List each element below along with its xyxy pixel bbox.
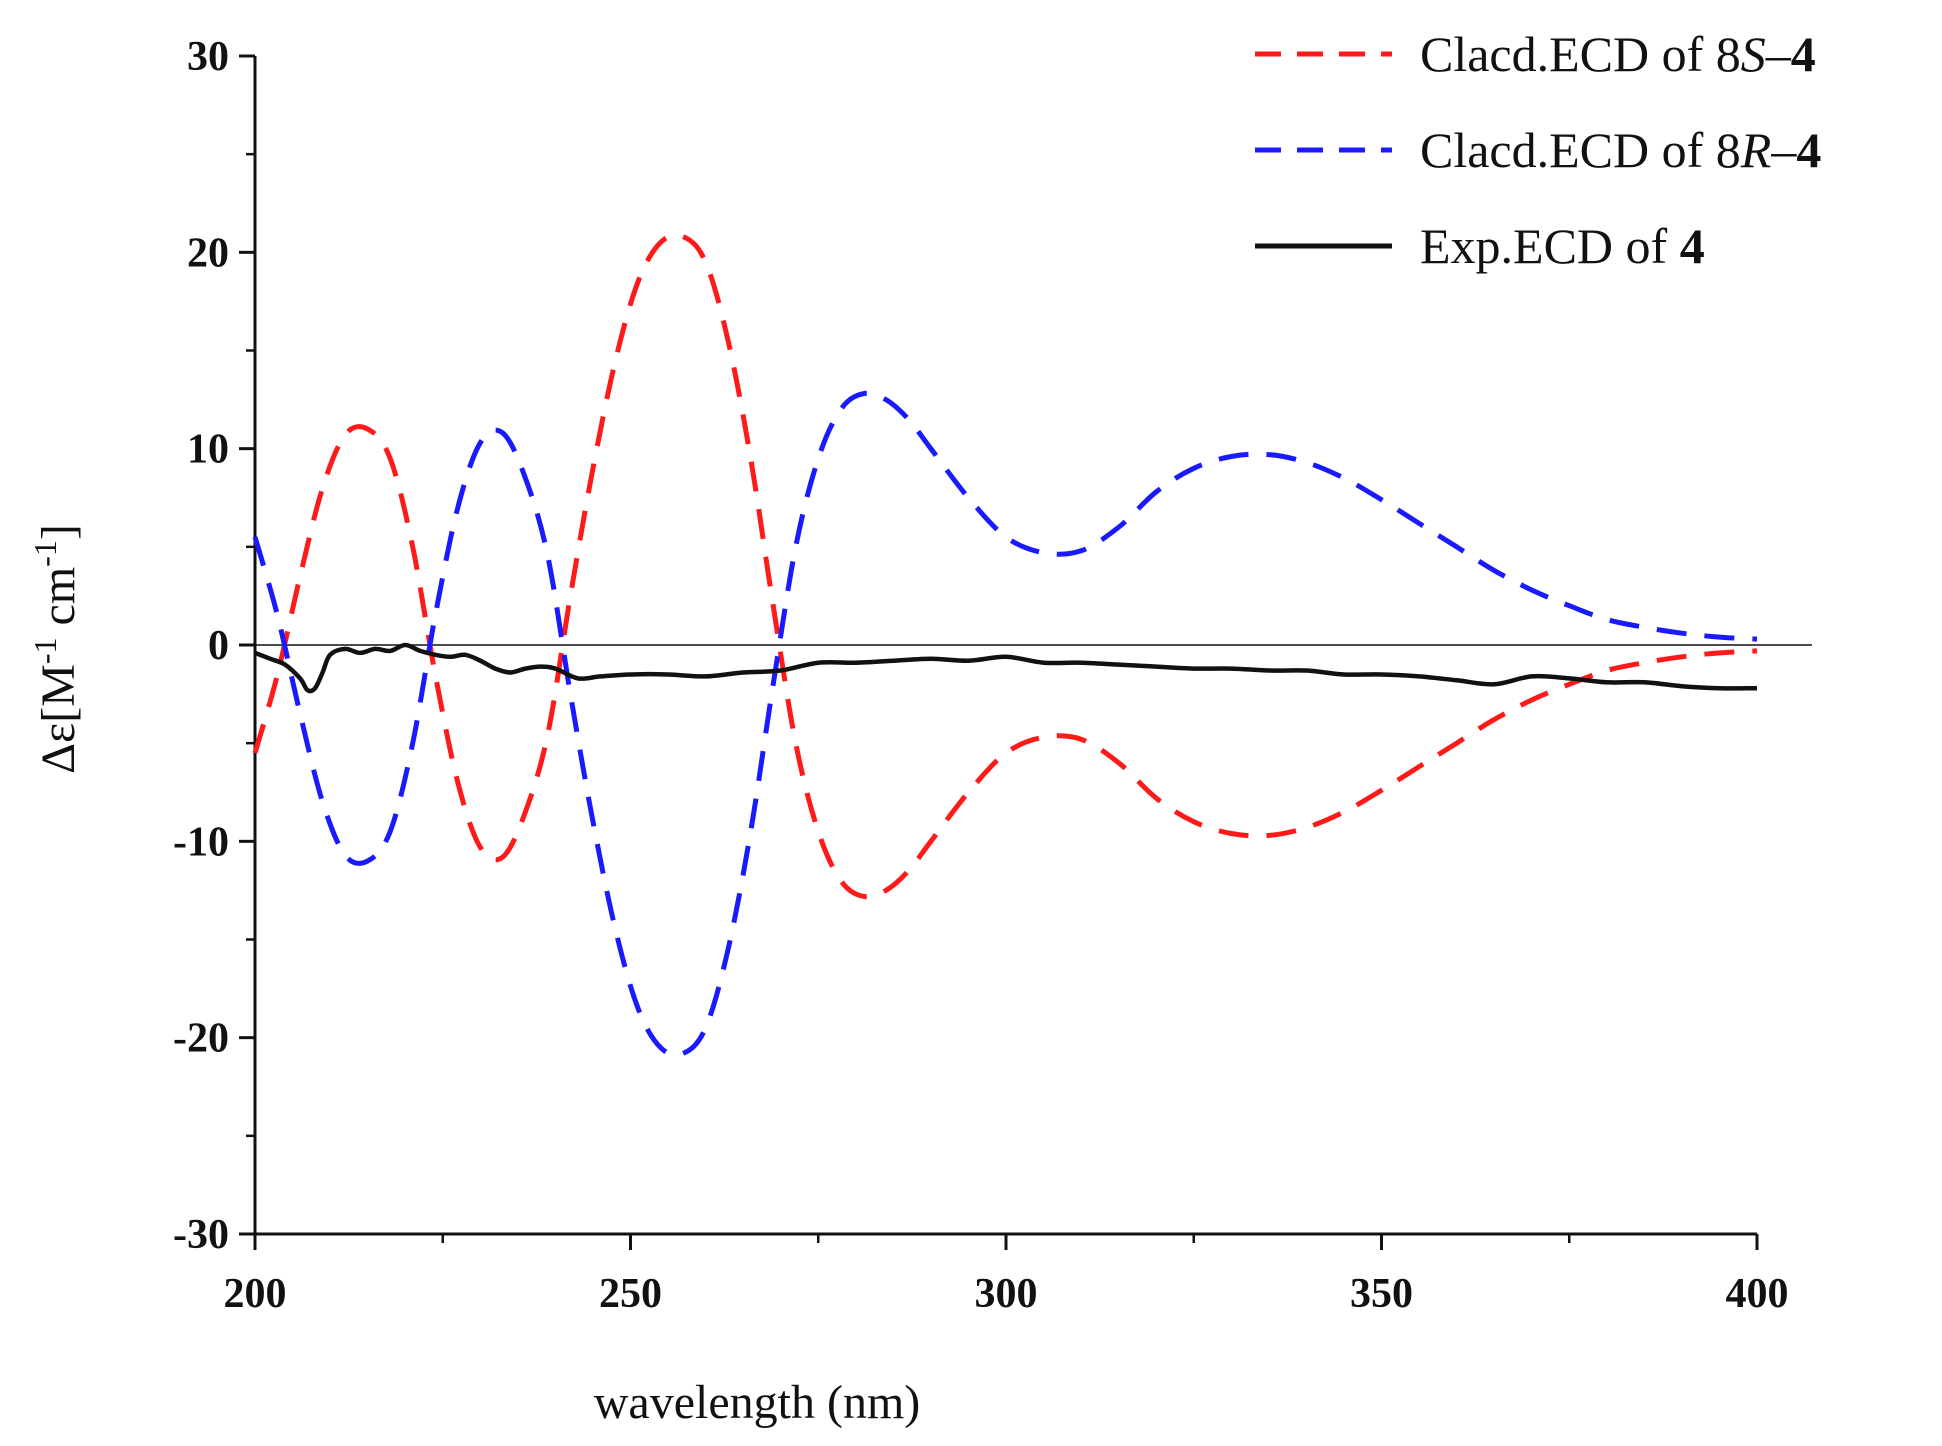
x-tick-label: 200: [224, 1271, 287, 1317]
y-tick-label: -20: [173, 1016, 229, 1062]
y-tick-label: -10: [173, 819, 229, 865]
legend-label-8r: Clacd.ECD of 8R–4: [1420, 122, 1821, 178]
legend-label-8s: Clacd.ECD of 8S–4: [1420, 26, 1816, 82]
x-tick-label: 350: [1350, 1271, 1413, 1317]
y-tick-label: 20: [187, 230, 229, 276]
x-axis-title: wavelength (nm): [594, 1376, 921, 1429]
legend: Clacd.ECD of 8S–4 Clacd.ECD of 8R–4 Exp.…: [1255, 26, 1821, 274]
series-line-exp: [254, 642, 1758, 694]
series-layer: [252, 232, 1758, 1058]
series-line-8r: [252, 390, 1758, 1058]
x-tick-label: 250: [599, 1271, 662, 1317]
y-tick-label: 0: [208, 623, 229, 669]
legend-label-exp: Exp.ECD of 4: [1420, 218, 1705, 274]
y-tick-label: -30: [173, 1212, 229, 1258]
y-tick-label: 10: [187, 427, 229, 473]
y-tick-label: 30: [187, 34, 229, 80]
x-tick-label: 300: [975, 1271, 1038, 1317]
y-axis-title: Δε[M-1 cm-1]: [27, 524, 85, 774]
axes: -30 -20 -10 0 10 20 30 200 250 300 350 400: [173, 34, 1812, 1317]
series-line-8s: [252, 232, 1758, 900]
x-tick-label: 400: [1726, 1271, 1789, 1317]
